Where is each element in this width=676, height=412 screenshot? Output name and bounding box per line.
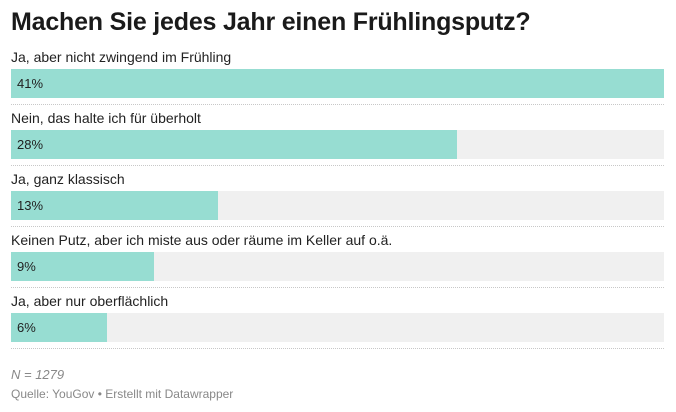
source-credit: Quelle: YouGov • Erstellt mit Datawrappe… (11, 387, 234, 401)
row-separator (11, 165, 664, 166)
row-separator (11, 348, 664, 349)
bar-row: Ja, ganz klassisch 13% (11, 168, 664, 229)
value-label: 6% (17, 320, 36, 335)
category-label: Ja, aber nur oberflächlich (11, 293, 169, 309)
bar (11, 252, 154, 281)
bar-row: Keinen Putz, aber ich miste aus oder räu… (11, 229, 664, 290)
bar (11, 130, 457, 159)
bar-rows: Ja, aber nicht zwingend im Frühling 41% Ne… (11, 46, 664, 351)
bar-row: Nein, das halte ich für überholt 28% (11, 107, 664, 168)
category-label: Ja, aber nicht zwingend im Frühling (11, 49, 232, 65)
sample-size-note: N = 1279 (11, 367, 65, 382)
bar-track: 28% (11, 130, 664, 159)
bar (11, 191, 218, 220)
row-separator (11, 287, 664, 288)
bar-row: Ja, aber nur oberflächlich 6% (11, 290, 664, 351)
bar-row: Ja, aber nicht zwingend im Frühling 41% (11, 46, 664, 107)
category-label: Keinen Putz, aber ich miste aus oder räu… (11, 232, 393, 248)
row-separator (11, 226, 664, 227)
chart-title: Machen Sie jedes Jahr einen Frühlingsput… (11, 8, 531, 36)
category-label: Ja, ganz klassisch (11, 171, 125, 187)
value-label: 13% (17, 198, 44, 213)
value-label: 9% (17, 259, 36, 274)
bar-track: 9% (11, 252, 664, 281)
bar-track: 6% (11, 313, 664, 342)
value-label: 41% (17, 76, 44, 91)
category-label: Nein, das halte ich für überholt (11, 110, 201, 126)
bar (11, 313, 107, 342)
bar (11, 69, 664, 98)
bar-track: 41% (11, 69, 664, 98)
row-separator (11, 104, 664, 105)
bar-track: 13% (11, 191, 664, 220)
value-label: 28% (17, 137, 44, 152)
